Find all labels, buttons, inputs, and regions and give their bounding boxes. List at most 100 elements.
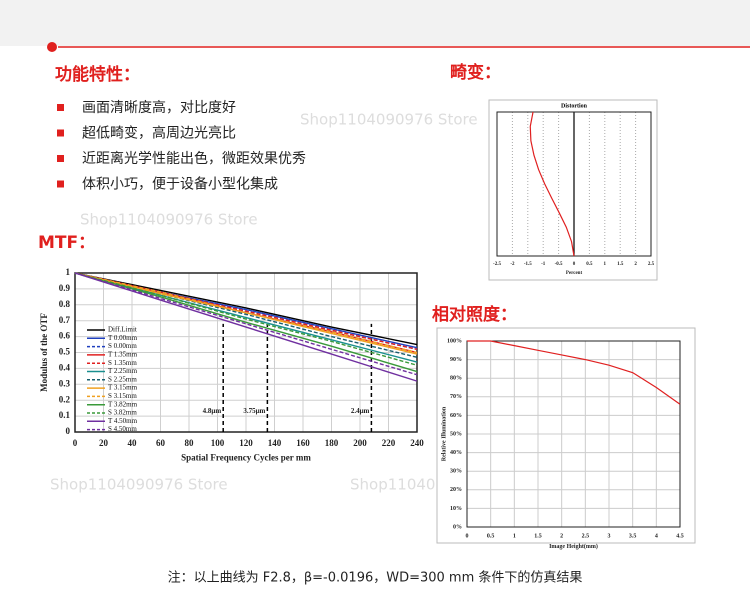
series-line (529, 111, 575, 257)
legend-label: T 2.25mm (108, 367, 138, 375)
y-tick-label: 90% (450, 357, 462, 363)
y-axis-label: Modulus of the OTF (39, 313, 49, 392)
y-tick-label: 0.5 (59, 347, 71, 357)
plot-frame (466, 340, 681, 528)
y-tick-label: 80% (450, 376, 462, 382)
x-tick-label: 120 (239, 438, 253, 448)
x-tick-label: -1 (541, 262, 546, 267)
series-line (74, 272, 418, 363)
x-tick-label: 2.5 (582, 533, 590, 539)
bullet (57, 129, 64, 137)
legend-label: Diff.Limit (108, 326, 137, 334)
x-tick-label: -1.5 (524, 262, 532, 267)
y-tick-label: 0.8 (59, 299, 71, 309)
footnote: 注：以上曲线为 F2.8，β=-0.0196，WD=300 mm 条件下的仿真结… (168, 570, 583, 586)
y-tick-label: 0.3 (59, 378, 71, 388)
x-tick-label: 1 (513, 533, 516, 539)
x-tick-label: 4.5 (676, 533, 684, 539)
feature-item: 体积小巧，便于设备小型化集成 (82, 176, 278, 193)
x-tick-label: 1.5 (534, 533, 542, 539)
x-tick-label: 3 (608, 533, 611, 539)
y-tick-label: 100% (447, 338, 462, 344)
legend-label: T 0.00mm (108, 334, 138, 342)
bullet (57, 104, 64, 111)
x-tick-label: 180 (325, 438, 339, 448)
series-line (74, 272, 418, 354)
x-tick-label: -2 (510, 262, 515, 267)
series-line (74, 272, 418, 358)
x-axis-label: Image Height(mm) (549, 543, 598, 550)
legend-label: S 0.00mm (108, 342, 137, 350)
x-tick-label: 80 (185, 438, 195, 448)
y-tick-label: 50% (450, 431, 462, 437)
x-tick-label: 140 (268, 438, 282, 448)
x-tick-label: 100 (211, 438, 225, 448)
series-line (467, 340, 681, 405)
annotation-label: 3.75μm (243, 407, 265, 415)
header-dot (47, 42, 57, 52)
legend-label: S 3.15mm (108, 392, 137, 400)
series-line (74, 272, 418, 373)
watermark: Shop1104090976 Store (80, 211, 258, 229)
y-tick-label: 1 (66, 267, 71, 277)
x-tick-label: 60 (156, 438, 166, 448)
illumination-frame (436, 327, 696, 544)
legend-label: S 3.82mm (108, 409, 137, 417)
legend-label: T 3.82mm (108, 400, 138, 408)
x-tick-label: 160 (296, 438, 310, 448)
feature-item: 画面清晰度高，对比度好 (82, 99, 236, 116)
legend-label: S 2.25mm (108, 375, 137, 383)
x-tick-label: 0.5 (487, 533, 495, 539)
y-axis-label: Relative Illumination (441, 406, 447, 461)
bullet (57, 155, 64, 162)
x-tick-label: 0 (73, 438, 78, 448)
x-tick-label: 40 (128, 438, 138, 448)
annotation-label: 4.8μm (203, 407, 222, 415)
annotation-label: 2.4μm (351, 407, 370, 415)
y-tick-label: 10% (450, 506, 462, 512)
legend-label: T 3.15mm (108, 384, 138, 392)
y-tick-label: 0 (66, 426, 71, 436)
x-tick-label: 4 (655, 533, 658, 539)
legend-label: T 1.35mm (108, 351, 138, 359)
chart-title: 畸变： (450, 62, 501, 83)
watermark: Shop1104090976 Store (300, 111, 478, 129)
x-tick-label: 2.5 (648, 262, 655, 267)
plot-title: Distortion (561, 103, 588, 109)
chart-title: 相对照度： (432, 304, 517, 325)
y-tick-label: 0.2 (59, 394, 71, 404)
x-tick-label: 200 (353, 438, 367, 448)
header-band (0, 0, 750, 46)
y-tick-label: 0.1 (59, 410, 71, 420)
x-tick-label: 0 (466, 533, 469, 539)
x-tick-label: 1 (604, 262, 607, 267)
y-tick-label: 40% (450, 450, 462, 456)
x-tick-label: -2.5 (493, 262, 501, 267)
feature-item: 超低畸变，高周边光亮比 (82, 125, 236, 142)
x-tick-label: 0 (573, 262, 576, 267)
y-tick-label: 0.9 (59, 283, 71, 293)
x-tick-label: 20 (99, 438, 109, 448)
legend-label: S 4.50mm (108, 425, 137, 433)
series-line (74, 272, 418, 376)
x-tick-label: 1.5 (617, 262, 624, 267)
y-tick-label: 0.6 (59, 331, 71, 341)
y-tick-label: 0% (453, 524, 462, 530)
y-tick-label: 70% (450, 394, 462, 400)
x-tick-label: 3.5 (629, 533, 637, 539)
y-tick-label: 0.4 (59, 362, 71, 372)
y-tick-label: 60% (450, 413, 462, 419)
series-line (74, 272, 418, 351)
x-axis-label: Percent (566, 271, 583, 276)
x-tick-label: 2 (560, 533, 563, 539)
x-tick-label: 2 (634, 262, 637, 267)
watermark: Shop1104090976 Store (50, 476, 228, 494)
x-axis-label: Spatial Frequency Cycles per mm (181, 453, 311, 463)
y-tick-label: 30% (450, 469, 462, 475)
x-tick-label: 220 (382, 438, 396, 448)
legend-label: S 1.35mm (108, 359, 137, 367)
chart-title: MTF： (38, 233, 95, 253)
feature-item: 近距离光学性能出色，微距效果优秀 (82, 150, 306, 167)
y-tick-label: 20% (450, 487, 462, 493)
